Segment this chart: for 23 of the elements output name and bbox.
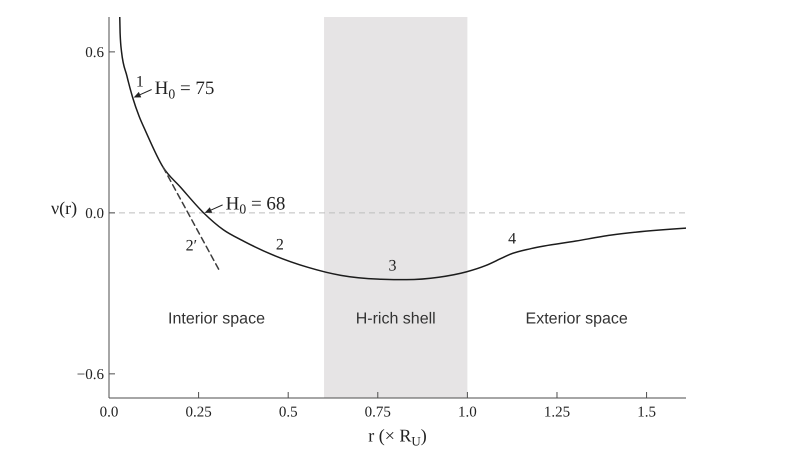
band-label: H-rich shell — [356, 310, 436, 328]
x-tick-label: 0.75 — [364, 404, 391, 420]
y-tick-label: 0.6 — [85, 45, 104, 62]
y-tick-label: 0.0 — [85, 206, 104, 222]
annotation: 1 — [136, 74, 144, 91]
annotation: Exterior space — [526, 310, 628, 328]
annotation: Interior space — [168, 310, 266, 328]
x-tick-label: 1.5 — [637, 404, 656, 420]
x-tick-label: 1.25 — [544, 404, 570, 420]
annotation: H$_{0}$ = 68 — [226, 194, 286, 217]
annotation: H$_{0}$ = 75 — [154, 78, 214, 102]
x-tick-label: 0.0 — [100, 404, 118, 420]
y-axis-title: ν(r) — [50, 198, 78, 218]
x-axis-title: r (× R$_{U}$) — [368, 425, 427, 448]
annotation: 4 — [508, 230, 516, 248]
y-tick-label: −0.6 — [76, 367, 104, 384]
annotation: 2′ — [186, 238, 198, 255]
x-tick-label: 0.5 — [278, 404, 298, 420]
x-tick-label: 0.25 — [185, 404, 212, 420]
line-series — [119, 17, 686, 280]
x-tick-label: 1.0 — [458, 404, 477, 420]
annotation: 2 — [276, 236, 284, 254]
annotation: 3 — [388, 258, 397, 275]
